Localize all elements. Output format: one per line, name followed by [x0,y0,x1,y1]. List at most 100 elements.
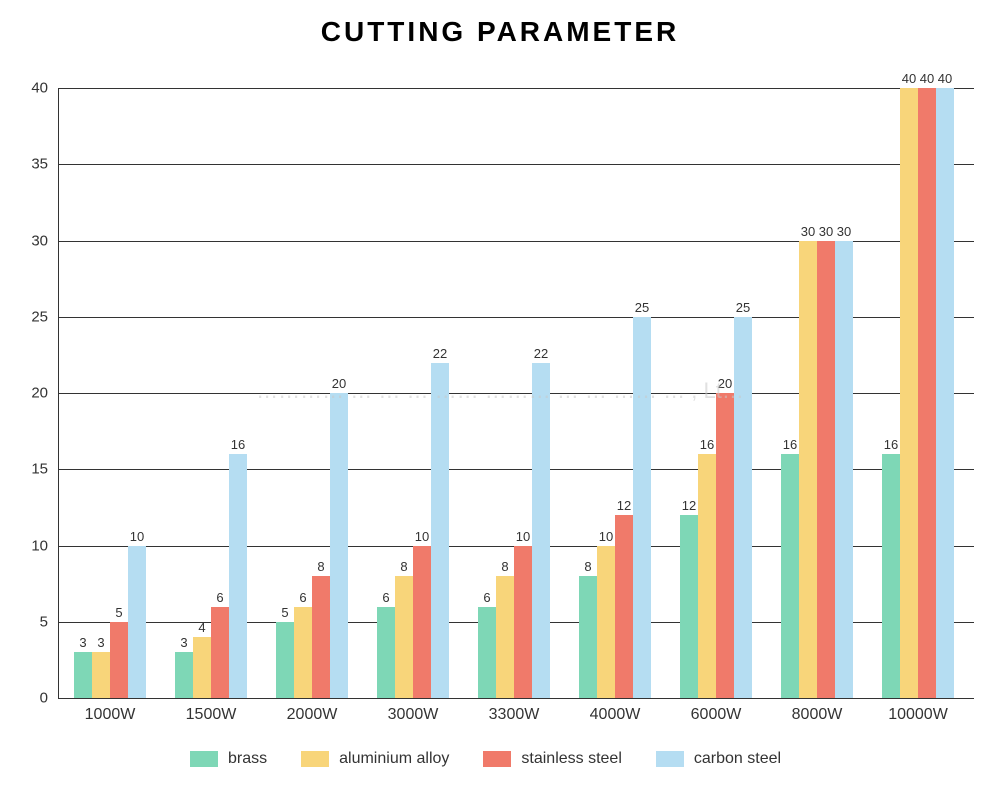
bar-value-label: 8 [400,559,407,576]
legend-swatch [656,751,684,767]
bar-group: 3300W681022 [478,88,550,698]
legend-label: carbon steel [694,750,781,768]
bar: 40 [900,88,918,698]
bar: 30 [835,241,853,699]
bar: 5 [110,622,128,698]
bar: 6 [478,607,496,699]
bar-group: 10000W16404040 [882,88,954,698]
bar-value-label: 3 [97,635,104,652]
bar: 22 [431,363,449,699]
category-label: 8000W [792,698,843,724]
bar-value-label: 6 [382,590,389,607]
bar: 25 [734,317,752,698]
bar-value-label: 22 [433,346,447,363]
bar-group: 6000W12162025 [680,88,752,698]
bar-value-label: 40 [920,71,934,88]
bar-group: 1000W33510 [74,88,146,698]
bar: 22 [532,363,550,699]
bar-group: 8000W16303030 [781,88,853,698]
bar-value-label: 12 [682,498,696,515]
bar-value-label: 10 [415,529,429,546]
y-tick-label: 5 [40,613,58,630]
bar: 40 [918,88,936,698]
bar: 30 [817,241,835,699]
bar-value-label: 30 [819,224,833,241]
bar-value-label: 8 [501,559,508,576]
bar-value-label: 40 [938,71,952,88]
bar-value-label: 20 [718,376,732,393]
bar: 20 [716,393,734,698]
bar-value-label: 6 [216,590,223,607]
bar: 8 [579,576,597,698]
bar: 8 [312,576,330,698]
bar-group: 3000W681022 [377,88,449,698]
bar-value-label: 3 [180,635,187,652]
bar: 10 [597,546,615,699]
bar-value-label: 30 [801,224,815,241]
y-tick-label: 15 [31,461,58,478]
category-label: 4000W [590,698,641,724]
bar: 16 [781,454,799,698]
bar: 3 [175,652,193,698]
legend-label: stainless steel [521,750,622,768]
bar-value-label: 8 [317,559,324,576]
bar-group: 4000W8101225 [579,88,651,698]
bar-value-label: 12 [617,498,631,515]
legend-swatch [190,751,218,767]
bar: 6 [294,607,312,699]
bar-value-label: 5 [115,605,122,622]
category-label: 2000W [287,698,338,724]
y-tick-label: 25 [31,308,58,325]
bar: 10 [514,546,532,699]
bar-value-label: 10 [599,529,613,546]
legend-item: stainless steel [483,750,622,768]
category-label: 3000W [388,698,439,724]
bar-value-label: 5 [281,605,288,622]
bar-value-label: 40 [902,71,916,88]
y-tick-label: 10 [31,537,58,554]
bar: 5 [276,622,294,698]
bar-value-label: 10 [516,529,530,546]
y-tick-label: 20 [31,385,58,402]
bar: 3 [92,652,110,698]
y-tick-label: 40 [31,80,58,97]
bar: 25 [633,317,651,698]
legend-label: brass [228,750,267,768]
bar: 4 [193,637,211,698]
bar-value-label: 6 [483,590,490,607]
legend-swatch [483,751,511,767]
bar-value-label: 20 [332,376,346,393]
bar: 20 [330,393,348,698]
bar-value-label: 8 [584,559,591,576]
category-label: 3300W [489,698,540,724]
bar: 12 [680,515,698,698]
bar-value-label: 10 [130,529,144,546]
bar: 10 [413,546,431,699]
bar: 16 [229,454,247,698]
legend-item: aluminium alloy [301,750,449,768]
bar-value-label: 3 [79,635,86,652]
bar-value-label: 4 [198,620,205,637]
legend-item: carbon steel [656,750,781,768]
bar: 40 [936,88,954,698]
bar-value-label: 6 [299,590,306,607]
legend: brass aluminium alloy stainless steel carbo… [190,750,781,768]
bar: 12 [615,515,633,698]
chart-area: 05101520253035401000W335101500W346162000… [58,88,974,698]
plot-area: 05101520253035401000W335101500W346162000… [58,88,974,698]
category-label: 1500W [186,698,237,724]
y-tick-label: 30 [31,232,58,249]
bar-value-label: 16 [783,437,797,454]
bar-value-label: 22 [534,346,548,363]
bar-group: 1500W34616 [175,88,247,698]
bar: 6 [377,607,395,699]
bar-value-label: 30 [837,224,851,241]
bar-value-label: 16 [231,437,245,454]
bar-group: 2000W56820 [276,88,348,698]
bar: 8 [496,576,514,698]
bar: 6 [211,607,229,699]
bar-value-label: 16 [700,437,714,454]
bar: 10 [128,546,146,699]
bar: 30 [799,241,817,699]
bar: 16 [882,454,900,698]
